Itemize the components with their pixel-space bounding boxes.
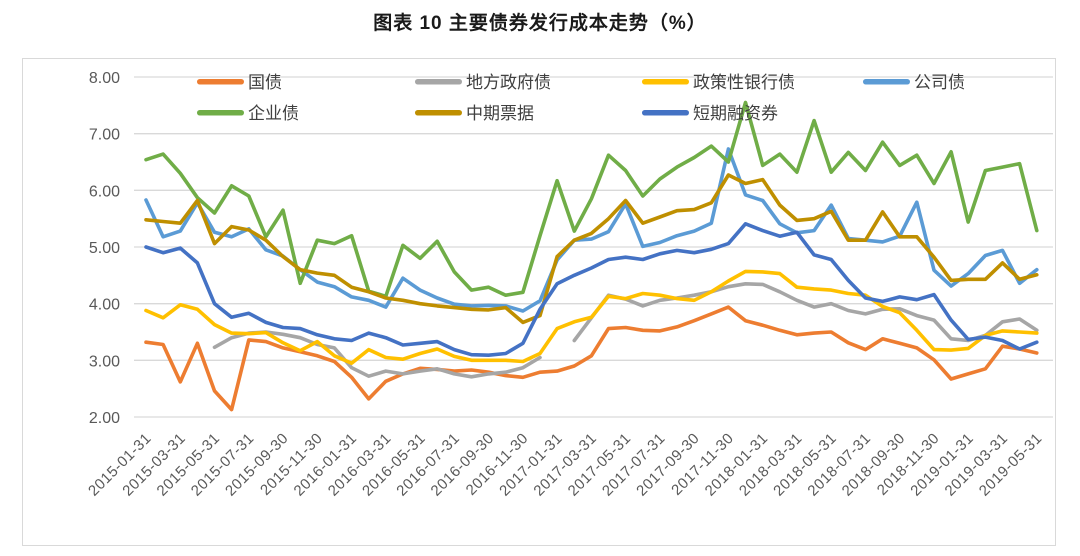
legend-label-medium-term-note: 中期票据 [466,104,534,123]
y-axis-tick-label: 6.00 [89,183,120,200]
legend-item-enterprise-bond: 企业债 [197,104,299,123]
legend-label-short-term-financing-bill: 短期融资券 [693,104,778,123]
legend-label-treasury-bond: 国债 [248,73,282,92]
legend-swatch-medium-term-note [415,110,462,116]
legend-swatch-treasury-bond [197,79,244,85]
y-axis-tick-label: 8.00 [89,70,120,87]
legend-swatch-enterprise-bond [197,110,244,116]
legend-swatch-corporate-bond [863,79,910,85]
legend-label-enterprise-bond: 企业债 [248,104,299,123]
chart-plot-container: 8.00 7.00 6.00 5.00 4.00 3.00 2.00 2015-01-31 20… [22,58,1056,546]
series-line-treasury-bond [144,305,1039,412]
y-axis-tick-label: 5.00 [89,240,120,257]
legend-item-local-government-bond: 地方政府债 [415,73,551,92]
chart-title: 图表 10 主要债券发行成本走势（%） [373,13,707,34]
series-line-policy-bank-bond [144,269,1039,365]
series-line-corporate-bond [144,147,1039,313]
legend-swatch-local-government-bond [415,79,462,85]
legend-label-local-government-bond: 地方政府债 [466,73,551,92]
line-chart-svg: 8.007.006.005.004.003.002.002015-01-3120… [85,70,1053,500]
legend-item-treasury-bond: 国债 [197,73,282,92]
legend-label-policy-bank-bond: 政策性银行债 [693,73,795,92]
y-axis-tick-label: 2.00 [89,410,120,427]
legend-label-corporate-bond: 公司债 [914,73,965,92]
legend-item-policy-bank-bond: 政策性银行债 [642,73,795,92]
y-axis-tick-label: 3.00 [89,353,120,370]
y-axis-tick-label: 4.00 [89,297,120,314]
legend-swatch-policy-bank-bond [642,79,689,85]
series-line-medium-term-note [144,173,1039,325]
legend-item-corporate-bond: 公司债 [863,73,965,92]
series-line-short-term-financing-bill [144,222,1039,357]
legend-item-medium-term-note: 中期票据 [415,104,534,123]
y-axis-tick-label: 7.00 [89,127,120,144]
legend-item-short-term-financing-bill: 短期融资券 [642,104,778,123]
series-line-enterprise-bond [144,100,1039,299]
legend-swatch-short-term-financing-bill [642,110,689,116]
